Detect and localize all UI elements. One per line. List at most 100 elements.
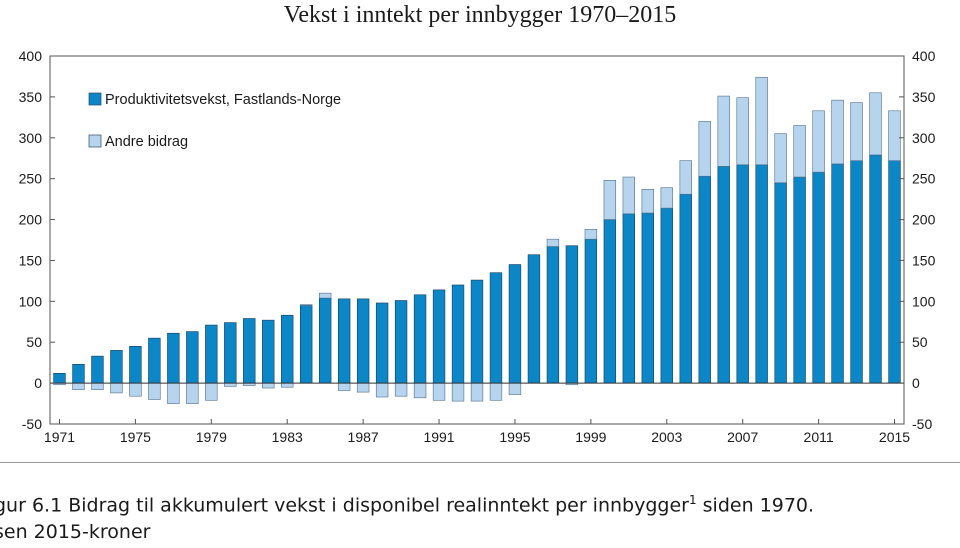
caption-text: gur 6.1 Bidrag til akkumulert vekst i di…	[0, 494, 689, 517]
bar-andre-bidrag-1983	[281, 382, 294, 388]
bar-andre-bidrag-1978	[186, 382, 199, 404]
bar-produktivitetsvekst-1977	[167, 332, 180, 384]
bar-andre-bidrag-1982	[262, 382, 275, 389]
bar-produktivitetsvekst-1975	[129, 346, 142, 384]
x-tick-label: 1979	[196, 429, 227, 445]
legend-andre-bidrag-swatch	[88, 134, 102, 148]
bar-andre-bidrag-1999	[584, 229, 598, 240]
x-tick-label: 1975	[120, 429, 151, 445]
bar-andre-bidrag-1974	[110, 382, 123, 394]
bar-andre-bidrag-1988	[375, 382, 389, 398]
bar-andre-bidrag-2014	[869, 92, 882, 156]
legend-andre-bidrag-label: Andre bidrag	[105, 134, 188, 150]
bar-andre-bidrag-2000	[603, 180, 617, 220]
x-tick-label: 2007	[727, 429, 758, 445]
y-tick-label: 250	[19, 171, 43, 187]
bar-produktivitetsvekst-2013	[850, 160, 863, 384]
bar-produktivitetsvekst-1994	[489, 272, 503, 384]
bar-andre-bidrag-1973	[91, 382, 104, 390]
footnote-marker: 1	[688, 493, 697, 507]
y-tick-label-right: 200	[912, 212, 936, 228]
bar-andre-bidrag-1976	[148, 382, 161, 400]
caption-divider	[0, 462, 960, 463]
bar-andre-bidrag-1993	[470, 382, 484, 402]
bar-produktivitetsvekst-1989	[394, 300, 408, 384]
bar-andre-bidrag-1994	[489, 382, 503, 401]
y-tick-label-right: 150	[912, 252, 936, 268]
legend: Produktivitetsvekst, Fastlands-Norge Andr…	[88, 92, 341, 150]
bar-produktivitetsvekst-2004	[679, 193, 692, 384]
bar-produktivitetsvekst-1978	[186, 331, 199, 384]
bar-produktivitetsvekst-2002	[641, 212, 654, 384]
bar-produktivitetsvekst-2000	[603, 219, 617, 384]
bar-produktivitetsvekst-1990	[413, 294, 427, 384]
bar-andre-bidrag-2003	[660, 187, 673, 209]
bar-produktivitetsvekst-1983	[281, 314, 294, 384]
bar-produktivitetsvekst-2014	[869, 154, 882, 384]
bar-andre-bidrag-2006	[717, 95, 730, 167]
bar-andre-bidrag-1995	[508, 382, 522, 395]
bar-andre-bidrag-2015	[888, 110, 901, 161]
x-tick-label: 2003	[651, 429, 682, 445]
x-tick-label: 2015	[879, 429, 910, 445]
bar-produktivitetsvekst-2007	[736, 164, 749, 384]
legend-produktivitetsvekst-label: Produktivitetsvekst, Fastlands-Norge	[105, 92, 341, 108]
bar-produktivitetsvekst-1997	[546, 246, 560, 384]
bar-andre-bidrag-2005	[698, 121, 711, 177]
y-tick-label: 200	[19, 212, 43, 228]
bar-produktivitetsvekst-1988	[375, 302, 389, 384]
y-tick-label-right: 100	[912, 293, 936, 309]
figure-caption-unit: sen 2015-kroner	[0, 521, 151, 543]
bar-produktivitetsvekst-1987	[356, 298, 370, 384]
bar-andre-bidrag-1972	[72, 382, 85, 390]
y-tick-label: 350	[19, 89, 43, 105]
bar-andre-bidrag-1991	[432, 382, 446, 401]
x-tick-label: 1999	[575, 429, 606, 445]
bar-produktivitetsvekst-1974	[110, 350, 123, 384]
bar-andre-bidrag-1984	[300, 304, 313, 306]
chart-title: Vekst i inntekt per innbygger 1970–2015	[283, 2, 677, 28]
bar-andre-bidrag-1986	[337, 382, 351, 391]
bar-produktivitetsvekst-2003	[660, 207, 673, 384]
bar-produktivitetsvekst-1979	[205, 324, 218, 384]
bar-andre-bidrag-2013	[850, 102, 863, 161]
bar-produktivitetsvekst-1971	[53, 372, 66, 384]
bar-produktivitetsvekst-1972	[72, 364, 85, 384]
legend-produktivitetsvekst-swatch	[88, 92, 102, 106]
bar-produktivitetsvekst-1976	[148, 337, 161, 384]
y-tick-label-right: 50	[912, 334, 928, 350]
bar-andre-bidrag-1992	[451, 382, 465, 402]
x-tick-label: 1971	[44, 429, 75, 445]
bar-andre-bidrag-1987	[356, 382, 370, 393]
bar-produktivitetsvekst-2005	[698, 175, 711, 384]
y-tick-label-right: 0	[912, 375, 920, 391]
bar-andre-bidrag-2001	[622, 176, 636, 215]
bar-produktivitetsvekst-1993	[470, 279, 484, 384]
bar-produktivitetsvekst-1996	[527, 254, 541, 384]
bar-produktivitetsvekst-1991	[432, 289, 446, 384]
bar-andre-bidrag-1989	[394, 382, 408, 397]
bar-produktivitetsvekst-2008	[755, 164, 768, 384]
bar-group	[53, 76, 901, 404]
bar-produktivitetsvekst-1981	[243, 318, 256, 384]
bar-produktivitetsvekst-1995	[508, 264, 522, 384]
right-y-axis: 400 350 300 250 200 150 100 50 0 -50	[899, 48, 936, 432]
bar-andre-bidrag-1975	[129, 382, 142, 397]
bar-produktivitetsvekst-1998	[565, 245, 579, 384]
bar-produktivitetsvekst-1985	[318, 297, 332, 384]
bar-andre-bidrag-2009	[774, 133, 787, 184]
bar-produktivitetsvekst-1982	[262, 319, 275, 384]
y-tick-label: 100	[19, 293, 43, 309]
x-axis: 1971 1975 1979 1983 1987 1991 1995 1999 2003 2007…	[44, 419, 910, 445]
y-tick-label: -50	[22, 416, 42, 432]
bar-andre-bidrag-2004	[679, 160, 692, 195]
bar-produktivitetsvekst-1980	[224, 322, 237, 384]
y-tick-label-right: 400	[912, 48, 936, 64]
plot-frame	[49, 55, 905, 425]
bar-produktivitetsvekst-2009	[774, 182, 787, 384]
left-y-axis: 400 350 300 250 200 150 100 50 0 -50	[19, 48, 55, 432]
x-tick-label: 1995	[499, 429, 530, 445]
y-tick-label: 150	[19, 252, 43, 268]
x-tick-label: 1987	[348, 429, 379, 445]
bar-produktivitetsvekst-1984	[300, 305, 313, 384]
